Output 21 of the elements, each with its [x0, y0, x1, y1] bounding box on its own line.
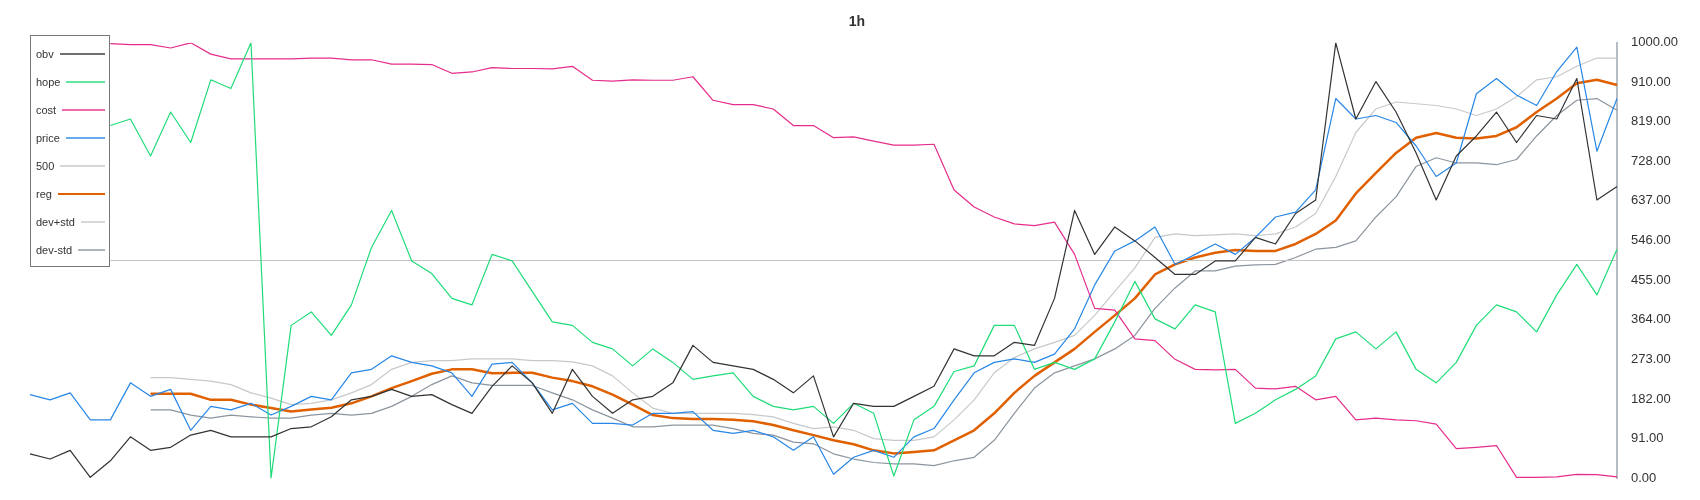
y-tick-label: 273.00 [1631, 350, 1671, 366]
legend-label: reg [36, 188, 52, 200]
legend-label: hope [36, 76, 61, 88]
y-tick-label: 819.00 [1631, 113, 1671, 129]
chart-title: 1h [848, 13, 866, 30]
y-tick-label: 728.00 [1631, 152, 1671, 168]
legend-label: dev+std [36, 216, 75, 228]
y-tick-label: 1000.00 [1631, 34, 1679, 50]
legend-label: 500 [36, 160, 55, 172]
legend-label: dev-std [36, 244, 73, 256]
legend-label: obv [36, 48, 54, 60]
y-tick-label: 910.00 [1631, 73, 1671, 89]
y-tick-label: 91.00 [1631, 430, 1664, 446]
y-tick-label: 364.00 [1631, 311, 1671, 327]
y-tick-label: 0.00 [1631, 469, 1657, 485]
y-tick-label: 455.00 [1631, 271, 1671, 287]
legend-label: price [36, 132, 60, 144]
y-tick-label: 182.00 [1631, 390, 1671, 406]
legend-label: cost [36, 104, 57, 116]
y-tick-label: 546.00 [1631, 232, 1671, 248]
y-tick-label: 637.00 [1631, 192, 1671, 208]
